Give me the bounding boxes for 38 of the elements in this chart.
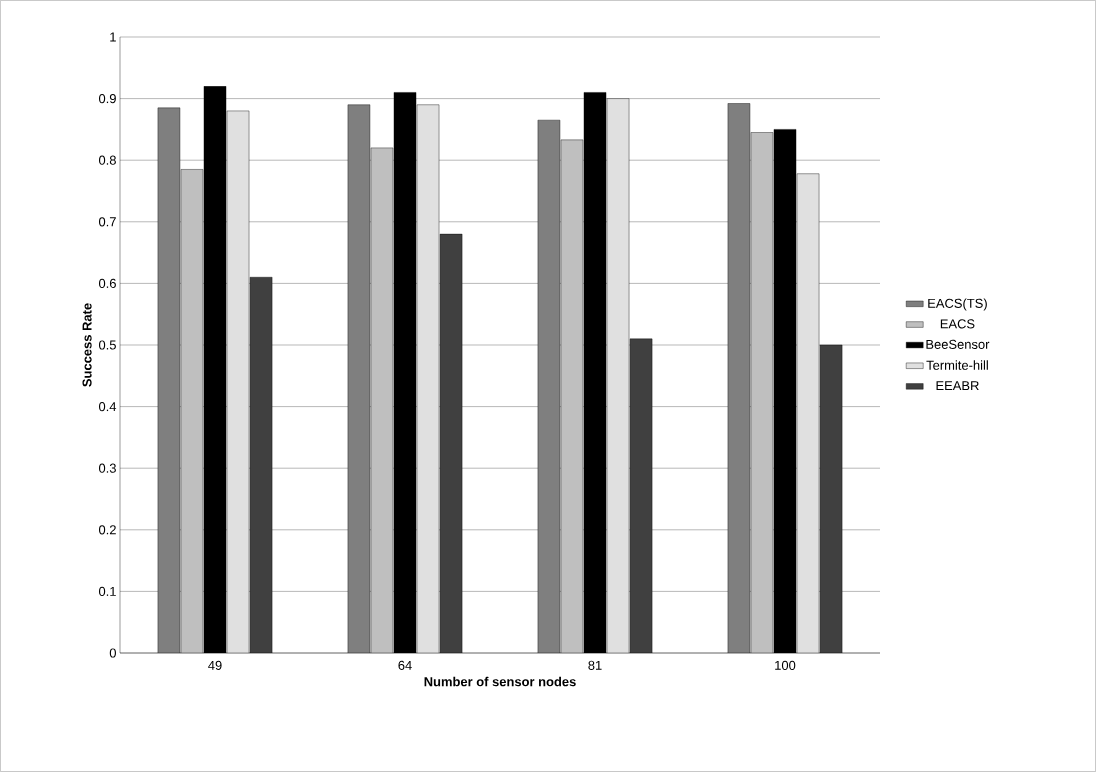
y-tick-label: 0.7: [98, 217, 116, 227]
y-tick-label: 0.1: [98, 586, 116, 596]
y-tick-label: 0: [109, 648, 116, 658]
x-axis-title: Number of sensor nodes: [424, 676, 576, 687]
bar: [560, 139, 583, 653]
bar: [750, 132, 774, 653]
legend-label: EACS: [940, 319, 975, 329]
y-tick-label: 0.5: [98, 340, 116, 350]
bar: [157, 107, 180, 653]
bar: [819, 344, 843, 653]
bar: [250, 277, 273, 653]
y-tick-label: 0.4: [98, 402, 117, 412]
legend-label: EACS(TS): [928, 298, 987, 311]
y-tick-label: 0.3: [98, 463, 116, 473]
bar: [607, 98, 630, 653]
legend-label: Termite-hill: [926, 360, 988, 370]
y-tick-label: 0.6: [98, 278, 116, 288]
bar: [227, 110, 250, 653]
x-tick-label: 100: [775, 660, 796, 670]
y-tick-label: 0.2: [98, 525, 116, 535]
bar: [727, 103, 751, 653]
y-tick-label: 1: [110, 32, 116, 42]
bar: [347, 104, 370, 653]
legend-label: BeeSensor: [926, 339, 990, 349]
x-tick-label: 64: [398, 660, 412, 670]
legend-label: EEABR: [936, 381, 979, 391]
y-tick-label: 0.8: [98, 155, 116, 165]
y-axis-title: Success Rate: [82, 303, 92, 387]
bar: [440, 234, 463, 653]
x-tick-label: 49: [208, 660, 222, 670]
bar: [796, 173, 820, 653]
y-tick-label: 0.9: [98, 94, 116, 104]
bar: [630, 338, 653, 653]
x-tick-label: 81: [588, 660, 602, 670]
bar: [417, 104, 440, 653]
bar: [180, 169, 203, 653]
bar: [370, 147, 393, 653]
bar: [537, 120, 560, 653]
